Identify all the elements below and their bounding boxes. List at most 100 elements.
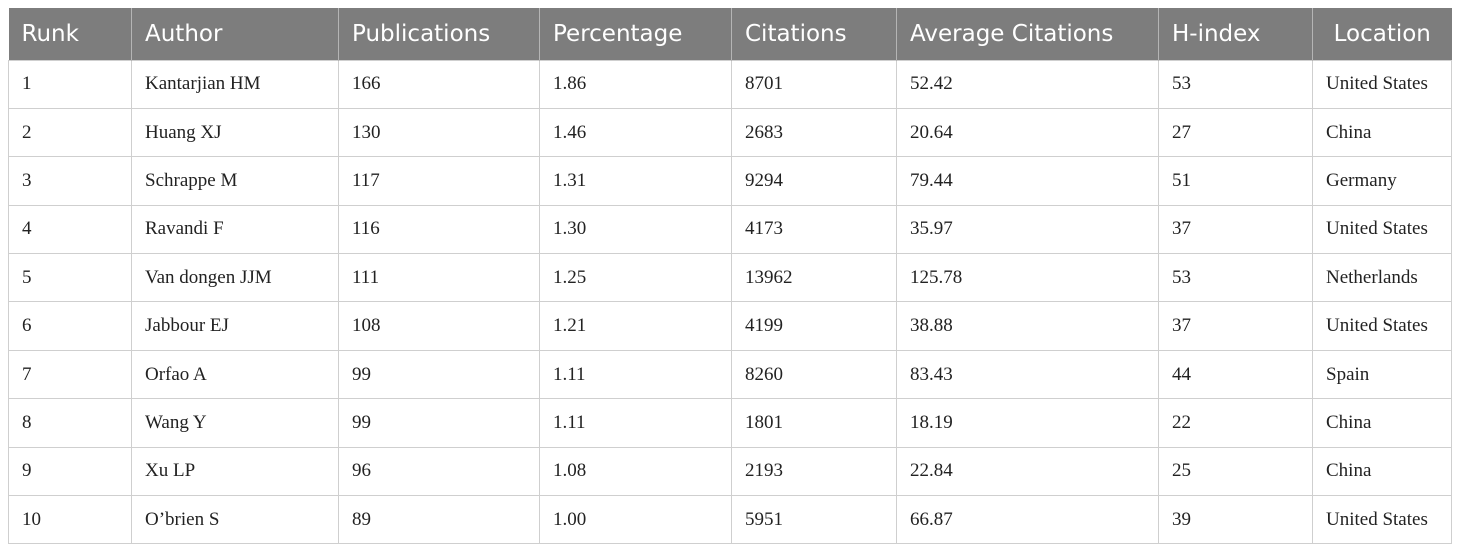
cell-rank: 9	[8, 446, 132, 497]
cell-average-citations: 125.78	[896, 253, 1159, 303]
cell-location: United States	[1312, 204, 1452, 255]
cell-percentage: 1.21	[539, 301, 732, 351]
cell-citations: 4173	[731, 204, 897, 255]
cell-citations: 2683	[731, 107, 897, 158]
author-table-container: Runk Author Publications Percentage Cita…	[8, 8, 1452, 545]
cell-location: Netherlands	[1312, 253, 1452, 303]
cell-citations: 5951	[731, 495, 897, 545]
cell-citations: 8260	[731, 349, 897, 400]
cell-average-citations: 66.87	[896, 495, 1159, 545]
cell-author: Orfao A	[131, 349, 339, 400]
header-percentage: Percentage	[539, 8, 732, 60]
author-table: Runk Author Publications Percentage Cita…	[8, 8, 1452, 545]
cell-location: China	[1312, 398, 1452, 448]
cell-citations: 2193	[731, 446, 897, 497]
cell-author: O’brien S	[131, 495, 339, 545]
table-row: 5 Van dongen JJM 111 1.25 13962 125.78 53 Nethe…	[8, 253, 1452, 303]
cell-rank: 1	[8, 59, 132, 109]
table-row: 2 Huang XJ 130 1.46 2683 20.64 27 China	[8, 107, 1452, 158]
cell-location: China	[1312, 107, 1452, 158]
cell-average-citations: 22.84	[896, 446, 1159, 497]
cell-h-index: 25	[1158, 446, 1313, 497]
table-row: 6 Jabbour EJ 108 1.21 4199 38.88 37 United Stat…	[8, 301, 1452, 351]
cell-citations: 4199	[731, 301, 897, 351]
cell-h-index: 37	[1158, 204, 1313, 255]
cell-percentage: 1.11	[539, 398, 732, 448]
cell-average-citations: 18.19	[896, 398, 1159, 448]
cell-rank: 10	[8, 495, 132, 545]
cell-publications: 96	[338, 446, 540, 497]
cell-location: United States	[1312, 495, 1452, 545]
header-h-index: H-index	[1158, 8, 1313, 60]
cell-h-index: 22	[1158, 398, 1313, 448]
cell-average-citations: 35.97	[896, 204, 1159, 255]
cell-publications: 116	[338, 204, 540, 255]
cell-publications: 108	[338, 301, 540, 351]
table-row: 10 O’brien S 89 1.00 5951 66.87 39 United State…	[8, 495, 1452, 545]
cell-author: Wang Y	[131, 398, 339, 448]
header-citations: Citations	[731, 8, 897, 60]
cell-author: Ravandi F	[131, 204, 339, 255]
table-row: 9 Xu LP 96 1.08 2193 22.84 25 China	[8, 446, 1452, 497]
cell-percentage: 1.11	[539, 349, 732, 400]
cell-average-citations: 20.64	[896, 107, 1159, 158]
cell-publications: 130	[338, 107, 540, 158]
cell-percentage: 1.30	[539, 204, 732, 255]
cell-location: United States	[1312, 301, 1452, 351]
table-row: 1 Kantarjian HM 166 1.86 8701 52.42 53 United S…	[8, 59, 1452, 109]
cell-rank: 5	[8, 253, 132, 303]
cell-publications: 117	[338, 156, 540, 206]
cell-average-citations: 83.43	[896, 349, 1159, 400]
cell-rank: 7	[8, 349, 132, 400]
cell-average-citations: 52.42	[896, 59, 1159, 109]
cell-author: Jabbour EJ	[131, 301, 339, 351]
cell-author: Xu LP	[131, 446, 339, 497]
cell-publications: 166	[338, 59, 540, 109]
table-row: 7 Orfao A 99 1.11 8260 83.43 44 Spain	[8, 349, 1452, 400]
cell-rank: 4	[8, 204, 132, 255]
cell-author: Schrappe M	[131, 156, 339, 206]
cell-location: Germany	[1312, 156, 1452, 206]
cell-publications: 111	[338, 253, 540, 303]
cell-percentage: 1.08	[539, 446, 732, 497]
cell-h-index: 37	[1158, 301, 1313, 351]
cell-citations: 8701	[731, 59, 897, 109]
cell-percentage: 1.86	[539, 59, 732, 109]
cell-publications: 99	[338, 349, 540, 400]
table-row: 3 Schrappe M 117 1.31 9294 79.44 51 Germany	[8, 156, 1452, 206]
header-publications: Publications	[338, 8, 540, 60]
cell-citations: 9294	[731, 156, 897, 206]
cell-h-index: 27	[1158, 107, 1313, 158]
table-header-row: Runk Author Publications Percentage Cita…	[8, 8, 1452, 60]
cell-location: Spain	[1312, 349, 1452, 400]
cell-rank: 3	[8, 156, 132, 206]
cell-h-index: 44	[1158, 349, 1313, 400]
cell-h-index: 53	[1158, 59, 1313, 109]
cell-author: Van dongen JJM	[131, 253, 339, 303]
cell-author: Kantarjian HM	[131, 59, 339, 109]
cell-rank: 6	[8, 301, 132, 351]
table-row: 8 Wang Y 99 1.11 1801 18.19 22 China	[8, 398, 1452, 448]
cell-publications: 99	[338, 398, 540, 448]
cell-percentage: 1.00	[539, 495, 732, 545]
header-location: Location	[1333, 20, 1431, 47]
cell-citations: 13962	[731, 253, 897, 303]
cell-percentage: 1.25	[539, 253, 732, 303]
table-body: 1 Kantarjian HM 166 1.86 8701 52.42 53 United S…	[8, 59, 1452, 545]
cell-location: China	[1312, 446, 1452, 497]
cell-citations: 1801	[731, 398, 897, 448]
table-row: 4 Ravandi F 116 1.30 4173 35.97 37 United State…	[8, 204, 1452, 255]
cell-average-citations: 38.88	[896, 301, 1159, 351]
cell-h-index: 51	[1158, 156, 1313, 206]
header-rank: Runk	[8, 8, 132, 60]
cell-average-citations: 79.44	[896, 156, 1159, 206]
cell-publications: 89	[338, 495, 540, 545]
cell-h-index: 53	[1158, 253, 1313, 303]
cell-location: United States	[1312, 59, 1452, 109]
cell-rank: 8	[8, 398, 132, 448]
cell-percentage: 1.31	[539, 156, 732, 206]
cell-rank: 2	[8, 107, 132, 158]
cell-percentage: 1.46	[539, 107, 732, 158]
header-author: Author	[131, 8, 339, 60]
cell-h-index: 39	[1158, 495, 1313, 545]
